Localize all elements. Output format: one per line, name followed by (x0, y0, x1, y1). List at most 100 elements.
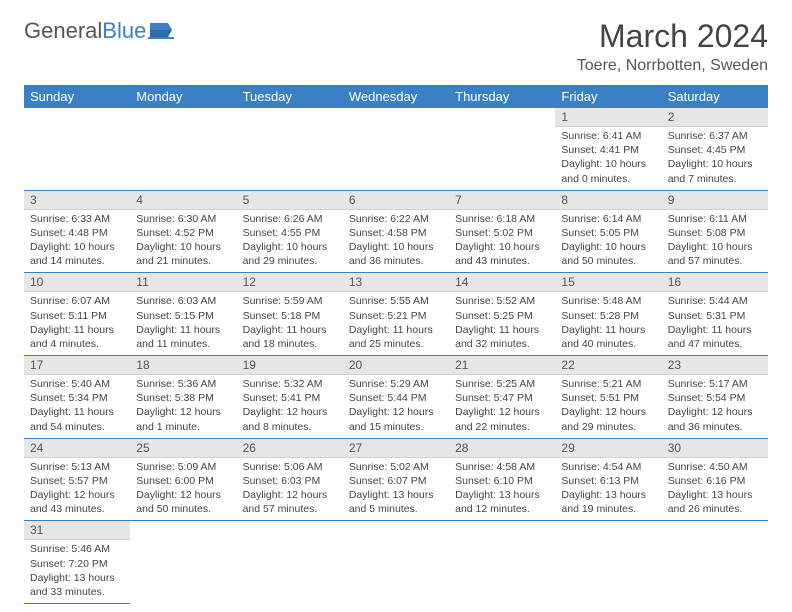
daylight-line: Daylight: 11 hours and 54 minutes. (30, 405, 124, 433)
day-details: Sunrise: 5:25 AMSunset: 5:47 PMDaylight:… (449, 375, 555, 438)
sunrise-line: Sunrise: 6:22 AM (349, 212, 443, 226)
daylight-line: Daylight: 13 hours and 12 minutes. (455, 488, 549, 516)
calendar-day-cell: 23Sunrise: 5:17 AMSunset: 5:54 PMDayligh… (662, 356, 768, 439)
daylight-line: Daylight: 10 hours and 14 minutes. (30, 240, 124, 268)
calendar-day-cell: 11Sunrise: 6:03 AMSunset: 5:15 PMDayligh… (130, 273, 236, 356)
day-details: Sunrise: 5:59 AMSunset: 5:18 PMDaylight:… (237, 292, 343, 355)
daylight-line: Daylight: 10 hours and 50 minutes. (561, 240, 655, 268)
calendar-table: Sunday Monday Tuesday Wednesday Thursday… (24, 85, 768, 604)
sunrise-line: Sunrise: 5:48 AM (561, 294, 655, 308)
weekday-header: Monday (130, 85, 236, 108)
day-details: Sunrise: 5:52 AMSunset: 5:25 PMDaylight:… (449, 292, 555, 355)
day-details: Sunrise: 5:46 AMSunset: 7:20 PMDaylight:… (24, 540, 130, 603)
sunset-line: Sunset: 6:00 PM (136, 474, 230, 488)
daylight-line: Daylight: 11 hours and 18 minutes. (243, 323, 337, 351)
day-details: Sunrise: 5:29 AMSunset: 5:44 PMDaylight:… (343, 375, 449, 438)
calendar-day-cell: 5Sunrise: 6:26 AMSunset: 4:55 PMDaylight… (237, 190, 343, 273)
day-details: Sunrise: 6:33 AMSunset: 4:48 PMDaylight:… (24, 210, 130, 273)
day-details: Sunrise: 5:06 AMSunset: 6:03 PMDaylight:… (237, 458, 343, 521)
day-number: 24 (24, 439, 130, 458)
day-details: Sunrise: 6:03 AMSunset: 5:15 PMDaylight:… (130, 292, 236, 355)
day-number: 22 (555, 356, 661, 375)
daylight-line: Daylight: 12 hours and 57 minutes. (243, 488, 337, 516)
calendar-empty-cell (555, 521, 661, 604)
calendar-day-cell: 3Sunrise: 6:33 AMSunset: 4:48 PMDaylight… (24, 190, 130, 273)
day-details: Sunrise: 6:26 AMSunset: 4:55 PMDaylight:… (237, 210, 343, 273)
sunrise-line: Sunrise: 6:18 AM (455, 212, 549, 226)
sunset-line: Sunset: 5:18 PM (243, 309, 337, 323)
day-details: Sunrise: 6:11 AMSunset: 5:08 PMDaylight:… (662, 210, 768, 273)
day-details: Sunrise: 5:32 AMSunset: 5:41 PMDaylight:… (237, 375, 343, 438)
calendar-empty-cell (130, 108, 236, 190)
sunrise-line: Sunrise: 5:46 AM (30, 542, 124, 556)
daylight-line: Daylight: 12 hours and 15 minutes. (349, 405, 443, 433)
sunset-line: Sunset: 5:41 PM (243, 391, 337, 405)
day-details: Sunrise: 5:40 AMSunset: 5:34 PMDaylight:… (24, 375, 130, 438)
sunrise-line: Sunrise: 6:33 AM (30, 212, 124, 226)
calendar-day-cell: 13Sunrise: 5:55 AMSunset: 5:21 PMDayligh… (343, 273, 449, 356)
day-number: 18 (130, 356, 236, 375)
day-number: 6 (343, 191, 449, 210)
weekday-header-row: Sunday Monday Tuesday Wednesday Thursday… (24, 85, 768, 108)
day-number: 8 (555, 191, 661, 210)
daylight-line: Daylight: 12 hours and 43 minutes. (30, 488, 124, 516)
day-number: 21 (449, 356, 555, 375)
sunrise-line: Sunrise: 5:52 AM (455, 294, 549, 308)
day-number: 11 (130, 273, 236, 292)
sunrise-line: Sunrise: 4:58 AM (455, 460, 549, 474)
day-number: 29 (555, 439, 661, 458)
sunrise-line: Sunrise: 6:26 AM (243, 212, 337, 226)
sunset-line: Sunset: 4:48 PM (30, 226, 124, 240)
sunset-line: Sunset: 4:45 PM (668, 143, 762, 157)
day-number: 31 (24, 521, 130, 540)
daylight-line: Daylight: 10 hours and 36 minutes. (349, 240, 443, 268)
calendar-empty-cell (130, 521, 236, 604)
calendar-body: 1Sunrise: 6:41 AMSunset: 4:41 PMDaylight… (24, 108, 768, 604)
sunset-line: Sunset: 5:31 PM (668, 309, 762, 323)
calendar-empty-cell (662, 521, 768, 604)
weekday-header: Thursday (449, 85, 555, 108)
sunrise-line: Sunrise: 4:54 AM (561, 460, 655, 474)
day-number: 25 (130, 439, 236, 458)
sunset-line: Sunset: 5:34 PM (30, 391, 124, 405)
weekday-header: Wednesday (343, 85, 449, 108)
day-number: 13 (343, 273, 449, 292)
sunrise-line: Sunrise: 5:59 AM (243, 294, 337, 308)
daylight-line: Daylight: 12 hours and 36 minutes. (668, 405, 762, 433)
day-number: 30 (662, 439, 768, 458)
sunrise-line: Sunrise: 5:09 AM (136, 460, 230, 474)
day-details: Sunrise: 6:30 AMSunset: 4:52 PMDaylight:… (130, 210, 236, 273)
sunrise-line: Sunrise: 6:37 AM (668, 129, 762, 143)
calendar-empty-cell (343, 108, 449, 190)
day-details: Sunrise: 5:02 AMSunset: 6:07 PMDaylight:… (343, 458, 449, 521)
calendar-day-cell: 9Sunrise: 6:11 AMSunset: 5:08 PMDaylight… (662, 190, 768, 273)
calendar-day-cell: 7Sunrise: 6:18 AMSunset: 5:02 PMDaylight… (449, 190, 555, 273)
calendar-day-cell: 8Sunrise: 6:14 AMSunset: 5:05 PMDaylight… (555, 190, 661, 273)
sunset-line: Sunset: 5:54 PM (668, 391, 762, 405)
sunset-line: Sunset: 6:10 PM (455, 474, 549, 488)
calendar-day-cell: 6Sunrise: 6:22 AMSunset: 4:58 PMDaylight… (343, 190, 449, 273)
weekday-header: Tuesday (237, 85, 343, 108)
sunset-line: Sunset: 5:08 PM (668, 226, 762, 240)
calendar-day-cell: 19Sunrise: 5:32 AMSunset: 5:41 PMDayligh… (237, 356, 343, 439)
sunrise-line: Sunrise: 6:30 AM (136, 212, 230, 226)
sunset-line: Sunset: 5:28 PM (561, 309, 655, 323)
daylight-line: Daylight: 10 hours and 57 minutes. (668, 240, 762, 268)
day-number: 4 (130, 191, 236, 210)
daylight-line: Daylight: 11 hours and 25 minutes. (349, 323, 443, 351)
day-details: Sunrise: 5:13 AMSunset: 5:57 PMDaylight:… (24, 458, 130, 521)
day-number: 1 (555, 108, 661, 127)
calendar-day-cell: 12Sunrise: 5:59 AMSunset: 5:18 PMDayligh… (237, 273, 343, 356)
daylight-line: Daylight: 12 hours and 1 minute. (136, 405, 230, 433)
day-details: Sunrise: 4:58 AMSunset: 6:10 PMDaylight:… (449, 458, 555, 521)
calendar-empty-cell (449, 521, 555, 604)
day-details: Sunrise: 6:07 AMSunset: 5:11 PMDaylight:… (24, 292, 130, 355)
sunrise-line: Sunrise: 5:36 AM (136, 377, 230, 391)
calendar-week-row: 31Sunrise: 5:46 AMSunset: 7:20 PMDayligh… (24, 521, 768, 604)
daylight-line: Daylight: 11 hours and 32 minutes. (455, 323, 549, 351)
day-number: 3 (24, 191, 130, 210)
calendar-empty-cell (237, 108, 343, 190)
daylight-line: Daylight: 10 hours and 29 minutes. (243, 240, 337, 268)
calendar-day-cell: 30Sunrise: 4:50 AMSunset: 6:16 PMDayligh… (662, 438, 768, 521)
logo-text-b: Blue (102, 18, 146, 43)
